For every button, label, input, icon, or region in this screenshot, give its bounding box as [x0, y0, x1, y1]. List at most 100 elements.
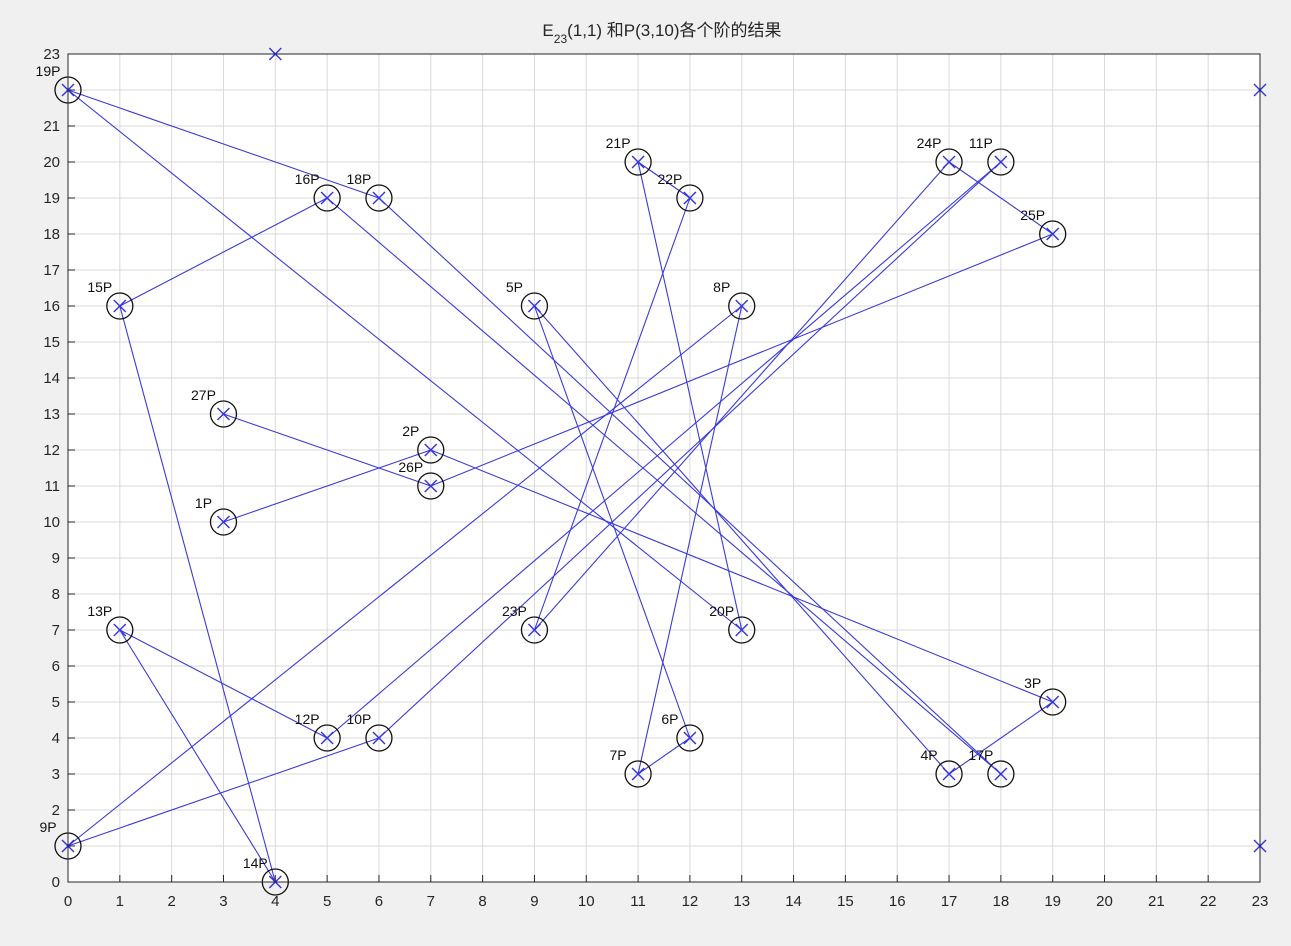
x-marker-stroke: [1046, 695, 1060, 709]
curve-point-11-20: [631, 155, 645, 169]
y-tick-label: 15: [43, 334, 60, 351]
x-tick-label: 16: [889, 893, 906, 910]
label-17P: 17P: [968, 747, 993, 763]
x-tick-label: 21: [1148, 893, 1165, 910]
x-tick-label: 6: [375, 893, 383, 910]
segment-2P-3P: [430, 449, 1053, 703]
segment-14P-15P: [119, 305, 276, 883]
curve-point-5-4: [320, 731, 334, 745]
y-tick-label: 8: [52, 586, 60, 603]
segment-15P-16P: [119, 197, 328, 307]
grid: [67, 53, 1261, 883]
label-1P: 1P: [195, 495, 212, 511]
label-6P: 6P: [661, 711, 678, 727]
label-8P: 8P: [713, 279, 730, 295]
curve-point-17-20: [942, 155, 956, 169]
label-15P: 15P: [87, 279, 112, 295]
circle-25P: [1039, 220, 1067, 248]
x-marker-stroke: [1046, 227, 1060, 241]
y-tick-label: 6: [52, 658, 60, 675]
circle-20P: [728, 616, 756, 644]
y-tick-label: 18: [43, 226, 60, 243]
y-tick-label: 10: [43, 514, 60, 531]
x-marker-stroke: [216, 515, 230, 529]
circle-18P: [365, 184, 393, 212]
segment-10P-11P: [378, 161, 1002, 739]
x-tick-label: 1: [116, 893, 124, 910]
x-tick-label: 2: [167, 893, 175, 910]
curve-point-6-19: [372, 191, 386, 205]
segment-23P-24P: [534, 161, 950, 631]
x-marker-stroke: [994, 767, 1008, 781]
x-tick-label: 13: [733, 893, 750, 910]
x-tick-label: 17: [941, 893, 958, 910]
y-tick-label: 16: [43, 298, 60, 315]
label-25P: 25P: [1020, 207, 1045, 223]
curve-point-13-7: [735, 623, 749, 637]
y-tick-label: 14: [43, 370, 60, 387]
circle-24P: [935, 148, 963, 176]
x-marker-stroke: [113, 623, 127, 637]
label-22P: 22P: [657, 171, 682, 187]
segment-25P-26P: [430, 233, 1053, 487]
title-rest: (1,1) 和P(3,10)各个阶的结果: [567, 21, 781, 40]
line-segments: [67, 89, 1054, 883]
multiple-labels: 1P 2P 3P 4P 5P 6P 7P 8P 9P 10P 11P 12P 13P 14P 15P 16P 1…: [36, 63, 1046, 871]
segment-9P-10P: [67, 737, 380, 847]
curve-point-9-16: [527, 299, 541, 313]
segment-20P-21P: [637, 161, 743, 631]
segment-4P-5P: [534, 305, 950, 775]
circle-26P: [417, 472, 445, 500]
x-marker-stroke: [372, 191, 386, 205]
x-marker-stroke: [320, 731, 334, 745]
label-4P: 4P: [920, 747, 937, 763]
segment-21P-22P: [637, 161, 691, 199]
segment-12P-13P: [119, 629, 328, 739]
segment-1P-2P: [223, 449, 431, 523]
segment-3P-4P: [948, 701, 1054, 775]
y-tick-label: 5: [52, 694, 60, 711]
x-tick-label: 12: [682, 893, 699, 910]
circle-5P: [520, 292, 549, 320]
label-7P: 7P: [610, 747, 627, 763]
circle-8P: [728, 292, 756, 320]
y-tick-label: 19: [43, 190, 60, 207]
x-marker-stroke: [424, 443, 438, 457]
y-tick-label: 3: [52, 766, 60, 783]
circle-11P: [987, 148, 1015, 176]
x-tick-label: 14: [785, 893, 802, 910]
y-tick-label: 4: [52, 730, 60, 747]
curve-point-6-4: [372, 731, 386, 745]
chart-title: E23(1,1) 和P(3,10)各个阶的结果: [542, 21, 781, 46]
x-marker-stroke: [942, 155, 956, 169]
label-24P: 24P: [917, 135, 942, 151]
x-tick-label: 4: [271, 893, 279, 910]
curve-point-13-16: [735, 299, 749, 313]
circle-17P: [987, 760, 1015, 788]
x-tick-label: 7: [427, 893, 435, 910]
x-marker-stroke: [683, 191, 697, 205]
x-tick-label: 19: [1044, 893, 1061, 910]
label-10P: 10P: [346, 711, 371, 727]
circle-4P: [935, 760, 963, 788]
circle-16P: [313, 184, 341, 212]
circle-2P: [417, 436, 445, 464]
circle-12P: [313, 724, 341, 752]
curve-point-18-20: [994, 155, 1008, 169]
y-tick-label: 20: [43, 154, 60, 171]
segment-11P-12P: [326, 161, 1002, 739]
x-tick-label: 22: [1200, 893, 1217, 910]
circle-3P: [1039, 688, 1067, 716]
circle-6P: [676, 724, 704, 752]
curve-point-1-16: [113, 299, 127, 313]
y-tick-label: 12: [43, 442, 60, 459]
plot-frame: [67, 53, 1261, 883]
circle-1P: [209, 508, 238, 536]
x-tick-label: 18: [993, 893, 1010, 910]
segment-17P-18P: [378, 197, 1002, 775]
y-tick-label: 11: [44, 478, 60, 495]
y-tick-label: 17: [43, 262, 60, 279]
curve-point-1-7: [113, 623, 127, 637]
x-marker-stroke: [424, 479, 438, 493]
